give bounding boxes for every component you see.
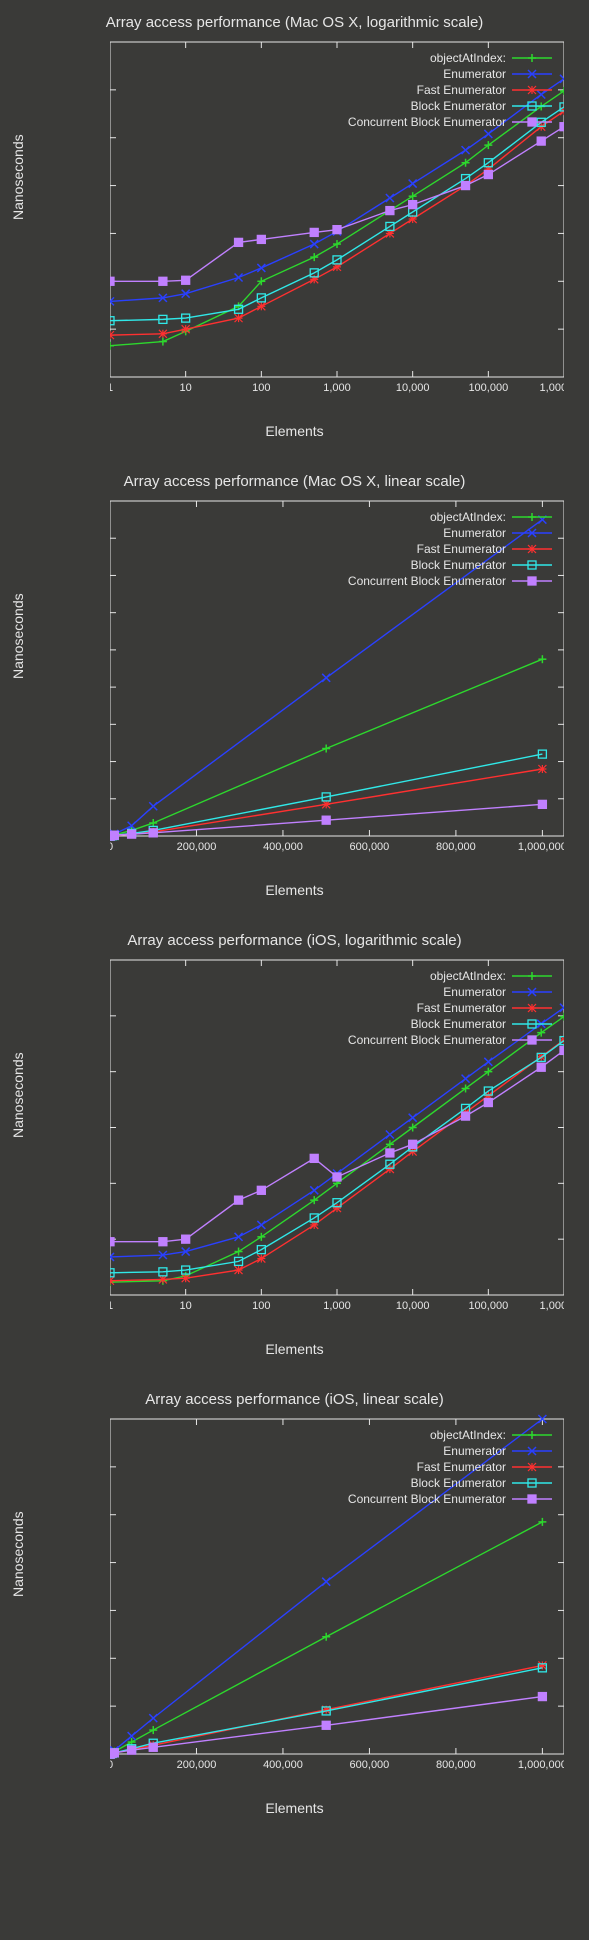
x-tick-label: 400,000 [263, 841, 303, 853]
y-axis-label: Nanoseconds [10, 134, 26, 220]
chart-macosx-log: Array access performance (Mac OS X, loga… [0, 0, 589, 459]
x-tick-label: 1,000,000 [540, 1300, 564, 1312]
plot-area: 101001,00010,000100,0001,000,00010,000,0… [110, 37, 564, 397]
x-tick-label: 800,000 [436, 841, 476, 853]
x-tick-label: 100,000 [468, 382, 508, 394]
chart-macosx-linear: Array access performance (Mac OS X, line… [0, 459, 589, 918]
legend-label-Enumerator: Enumerator [443, 67, 506, 81]
chart-svg: 1,00010,000100,0001,000,00010,000,000100… [110, 955, 564, 1315]
legend-label-BlockEnumerator: Block Enumerator [411, 1017, 506, 1031]
series-line-ConcurrentBlockEnumerator [110, 127, 564, 282]
legend-label-objectAtIndex: objectAtIndex: [430, 51, 506, 65]
x-tick-label: 600,000 [350, 1759, 390, 1771]
plot-area: 1,00010,000100,0001,000,00010,000,000100… [110, 955, 564, 1315]
x-tick-label: 1,000 [323, 1300, 351, 1312]
x-tick-label: 1,000 [323, 382, 351, 394]
legend-label-BlockEnumerator: Block Enumerator [411, 558, 506, 572]
x-tick-label: 1 [110, 382, 113, 394]
legend-label-FastEnumerator: Fast Enumerator [417, 542, 506, 556]
legend-label-Enumerator: Enumerator [443, 985, 506, 999]
x-tick-label: 100 [252, 1300, 270, 1312]
x-axis-label: Elements [0, 876, 589, 918]
legend-label-ConcurrentBlockEnumerator: Concurrent Block Enumerator [348, 1033, 506, 1047]
x-tick-label: 1,000,000 [540, 382, 564, 394]
legend-label-ConcurrentBlockEnumerator: Concurrent Block Enumerator [348, 574, 506, 588]
y-axis-label: Nanoseconds [10, 1511, 26, 1597]
plot-area: 02,000,0004,000,0006,000,0008,000,00010,… [110, 496, 564, 856]
y-axis-label: Nanoseconds [10, 593, 26, 679]
legend-label-objectAtIndex: objectAtIndex: [430, 510, 506, 524]
x-tick-label: 0 [110, 1759, 113, 1771]
legend-label-BlockEnumerator: Block Enumerator [411, 99, 506, 113]
chart-ios-linear: Array access performance (iOS, linear sc… [0, 1377, 589, 1836]
series-line-FastEnumerator [110, 111, 564, 335]
x-tick-label: 10 [180, 1300, 192, 1312]
x-tick-label: 200,000 [177, 841, 217, 853]
x-tick-label: 1,000,000 [518, 1759, 564, 1771]
x-tick-label: 1,000,000 [518, 841, 564, 853]
chart-svg: 02,000,0004,000,0006,000,0008,000,00010,… [110, 496, 564, 856]
x-tick-label: 600,000 [350, 841, 390, 853]
legend-label-Enumerator: Enumerator [443, 526, 506, 540]
legend-label-Enumerator: Enumerator [443, 1444, 506, 1458]
x-tick-label: 800,000 [436, 1759, 476, 1771]
series-line-BlockEnumerator [110, 1041, 564, 1273]
chart-title: Array access performance (Mac OS X, line… [0, 459, 589, 496]
x-tick-label: 100,000 [468, 1300, 508, 1312]
x-tick-label: 400,000 [263, 1759, 303, 1771]
legend-label-objectAtIndex: objectAtIndex: [430, 1428, 506, 1442]
x-tick-label: 10,000 [396, 1300, 430, 1312]
legend-label-FastEnumerator: Fast Enumerator [417, 83, 506, 97]
chart-title: Array access performance (Mac OS X, loga… [0, 0, 589, 37]
x-tick-label: 10,000 [396, 382, 430, 394]
x-tick-label: 10 [180, 382, 192, 394]
legend-label-objectAtIndex: objectAtIndex: [430, 969, 506, 983]
legend-label-ConcurrentBlockEnumerator: Concurrent Block Enumerator [348, 115, 506, 129]
chart-ios-log: Array access performance (iOS, logarithm… [0, 918, 589, 1377]
x-axis-label: Elements [0, 1335, 589, 1377]
legend-label-FastEnumerator: Fast Enumerator [417, 1001, 506, 1015]
chart-title: Array access performance (iOS, linear sc… [0, 1377, 589, 1414]
legend-label-FastEnumerator: Fast Enumerator [417, 1460, 506, 1474]
x-tick-label: 200,000 [177, 1759, 217, 1771]
y-axis-label: Nanoseconds [10, 1052, 26, 1138]
plot-area: 020,000,00040,000,00060,000,00080,000,00… [110, 1414, 564, 1774]
series-line-FastEnumerator [110, 1040, 564, 1281]
x-tick-label: 1 [110, 1300, 113, 1312]
x-axis-label: Elements [0, 1794, 589, 1836]
x-tick-label: 0 [110, 841, 113, 853]
legend-label-ConcurrentBlockEnumerator: Concurrent Block Enumerator [348, 1492, 506, 1506]
series-line-ConcurrentBlockEnumerator [110, 1050, 564, 1241]
x-tick-label: 100 [252, 382, 270, 394]
chart-svg: 020,000,00040,000,00060,000,00080,000,00… [110, 1414, 564, 1774]
x-axis-label: Elements [0, 417, 589, 459]
legend-label-BlockEnumerator: Block Enumerator [411, 1476, 506, 1490]
chart-title: Array access performance (iOS, logarithm… [0, 918, 589, 955]
chart-svg: 101001,00010,000100,0001,000,00010,000,0… [110, 37, 564, 397]
